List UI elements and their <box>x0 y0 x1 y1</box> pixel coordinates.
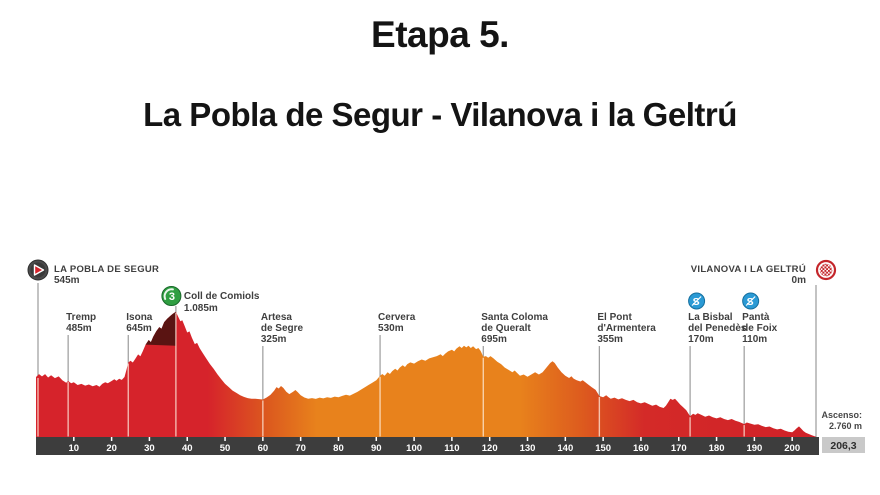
finish-elevation-label: 0m <box>792 275 807 286</box>
axis-tick-label: 150 <box>595 443 611 454</box>
finish-name-label: VILANOVA I LA GELTRÚ <box>691 263 806 275</box>
waypoint-label-line: Tremp <box>66 312 96 323</box>
axis-tick-label: 120 <box>482 443 498 454</box>
axis-tick-label: 10 <box>69 443 80 454</box>
axis-tick-label: 180 <box>709 443 725 454</box>
start-name-label: LA POBLA DE SEGUR <box>54 264 159 275</box>
axis-tick <box>526 437 529 441</box>
axis-tick-label: 190 <box>746 443 762 454</box>
distance-axis-bar <box>36 437 819 455</box>
climb-category-number: 3 <box>169 291 175 303</box>
waypoint-label-line: de Foix <box>742 323 777 334</box>
axis-tick <box>753 437 756 441</box>
axis-tick <box>224 437 226 441</box>
axis-tick-label: 110 <box>444 443 459 454</box>
axis-tick <box>602 437 604 441</box>
axis-tick-label: 140 <box>557 443 573 454</box>
axis-tick-label: 40 <box>182 443 193 454</box>
finish-icon <box>815 259 837 281</box>
axis-tick <box>413 437 415 441</box>
waypoint-label-line: 110m <box>742 334 767 345</box>
axis-tick-label: 130 <box>520 443 536 454</box>
waypoint-label-line: 645m <box>126 323 152 334</box>
axis-tick-label: 70 <box>295 443 306 454</box>
waypoint-label-line: de Queralt <box>481 323 531 334</box>
axis-tick-label: 160 <box>633 443 649 454</box>
waypoint-label-line: del Penedès <box>688 323 747 334</box>
waypoint-label-line: Artesa <box>261 312 293 323</box>
axis-tick <box>564 437 567 441</box>
climb-name-label: Coll de Comiols <box>184 291 260 302</box>
waypoint-label-line: d'Armentera <box>597 323 656 334</box>
axis-tick-label: 50 <box>220 443 231 454</box>
axis-layer: 10 20 30 40 50 60 70 80 90 100 110 120 130 140 150 160 1… <box>36 410 865 455</box>
waypoint-label-line: 170m <box>688 334 714 345</box>
stage-route-title: La Pobla de Segur - Vilanova i la Geltrú <box>143 96 737 133</box>
axis-tick <box>375 437 378 441</box>
ascent-value: 2.760 m <box>829 421 862 431</box>
total-distance-box <box>822 437 865 453</box>
axis-tick-label: 170 <box>671 443 687 454</box>
ascent-label: Ascenso: <box>821 410 862 420</box>
stage-title: Etapa 5. <box>371 14 509 55</box>
waypoint-label-line: 530m <box>378 323 404 334</box>
waypoint-label-line: El Pont <box>597 312 632 323</box>
start-icon <box>27 259 49 281</box>
axis-tick-label: 80 <box>333 443 344 454</box>
axis-tick <box>640 437 642 441</box>
waypoint-label-line: 695m <box>481 334 507 345</box>
climb-elevation-label: 1.085m <box>184 303 218 314</box>
waypoint-label-line: de Segre <box>261 323 304 334</box>
axis-tick-label: 200 <box>784 443 800 454</box>
axis-tick <box>791 437 793 441</box>
axis-tick <box>337 437 340 441</box>
axis-tick-label: 100 <box>406 443 422 454</box>
axis-tick-label: 20 <box>106 443 117 454</box>
axis-tick <box>73 437 75 441</box>
waypoint-label-line: La Bisbal <box>688 312 733 323</box>
axis-tick <box>678 437 680 441</box>
summit-shadow <box>145 311 176 346</box>
category-3-climb-icon: 3 <box>161 286 182 306</box>
waypoint-label-line: 355m <box>597 334 623 345</box>
waypoint-label-line: Pantà <box>742 312 770 323</box>
axis-tick-label: 90 <box>371 443 382 454</box>
waypoint-label-line: 325m <box>261 334 287 345</box>
elevation-profile-area <box>36 311 816 437</box>
waypoint-label-line: 485m <box>66 323 92 334</box>
axis-tick <box>262 437 264 441</box>
axis-tick-label: 60 <box>258 443 269 454</box>
axis-tick <box>451 437 453 441</box>
axis-tick-label: 30 <box>144 443 155 454</box>
waypoint-label-line: Santa Coloma <box>481 312 548 323</box>
axis-tick <box>299 437 302 441</box>
axis-tick <box>715 437 718 441</box>
waypoint-label-line: Isona <box>126 312 153 323</box>
profile-layer <box>36 311 816 437</box>
sprint-icon: S <box>742 292 760 310</box>
axis-tick <box>148 437 151 441</box>
waypoint-label-line: Cervera <box>378 312 416 323</box>
sprint-icon: S <box>688 292 706 310</box>
marker-overlay-layer <box>37 312 745 437</box>
start-elevation-label: 545m <box>54 275 80 286</box>
axis-tick <box>110 437 113 441</box>
axis-tick <box>488 437 491 441</box>
axis-tick <box>186 437 188 441</box>
total-distance-label: 206,3 <box>830 440 856 452</box>
